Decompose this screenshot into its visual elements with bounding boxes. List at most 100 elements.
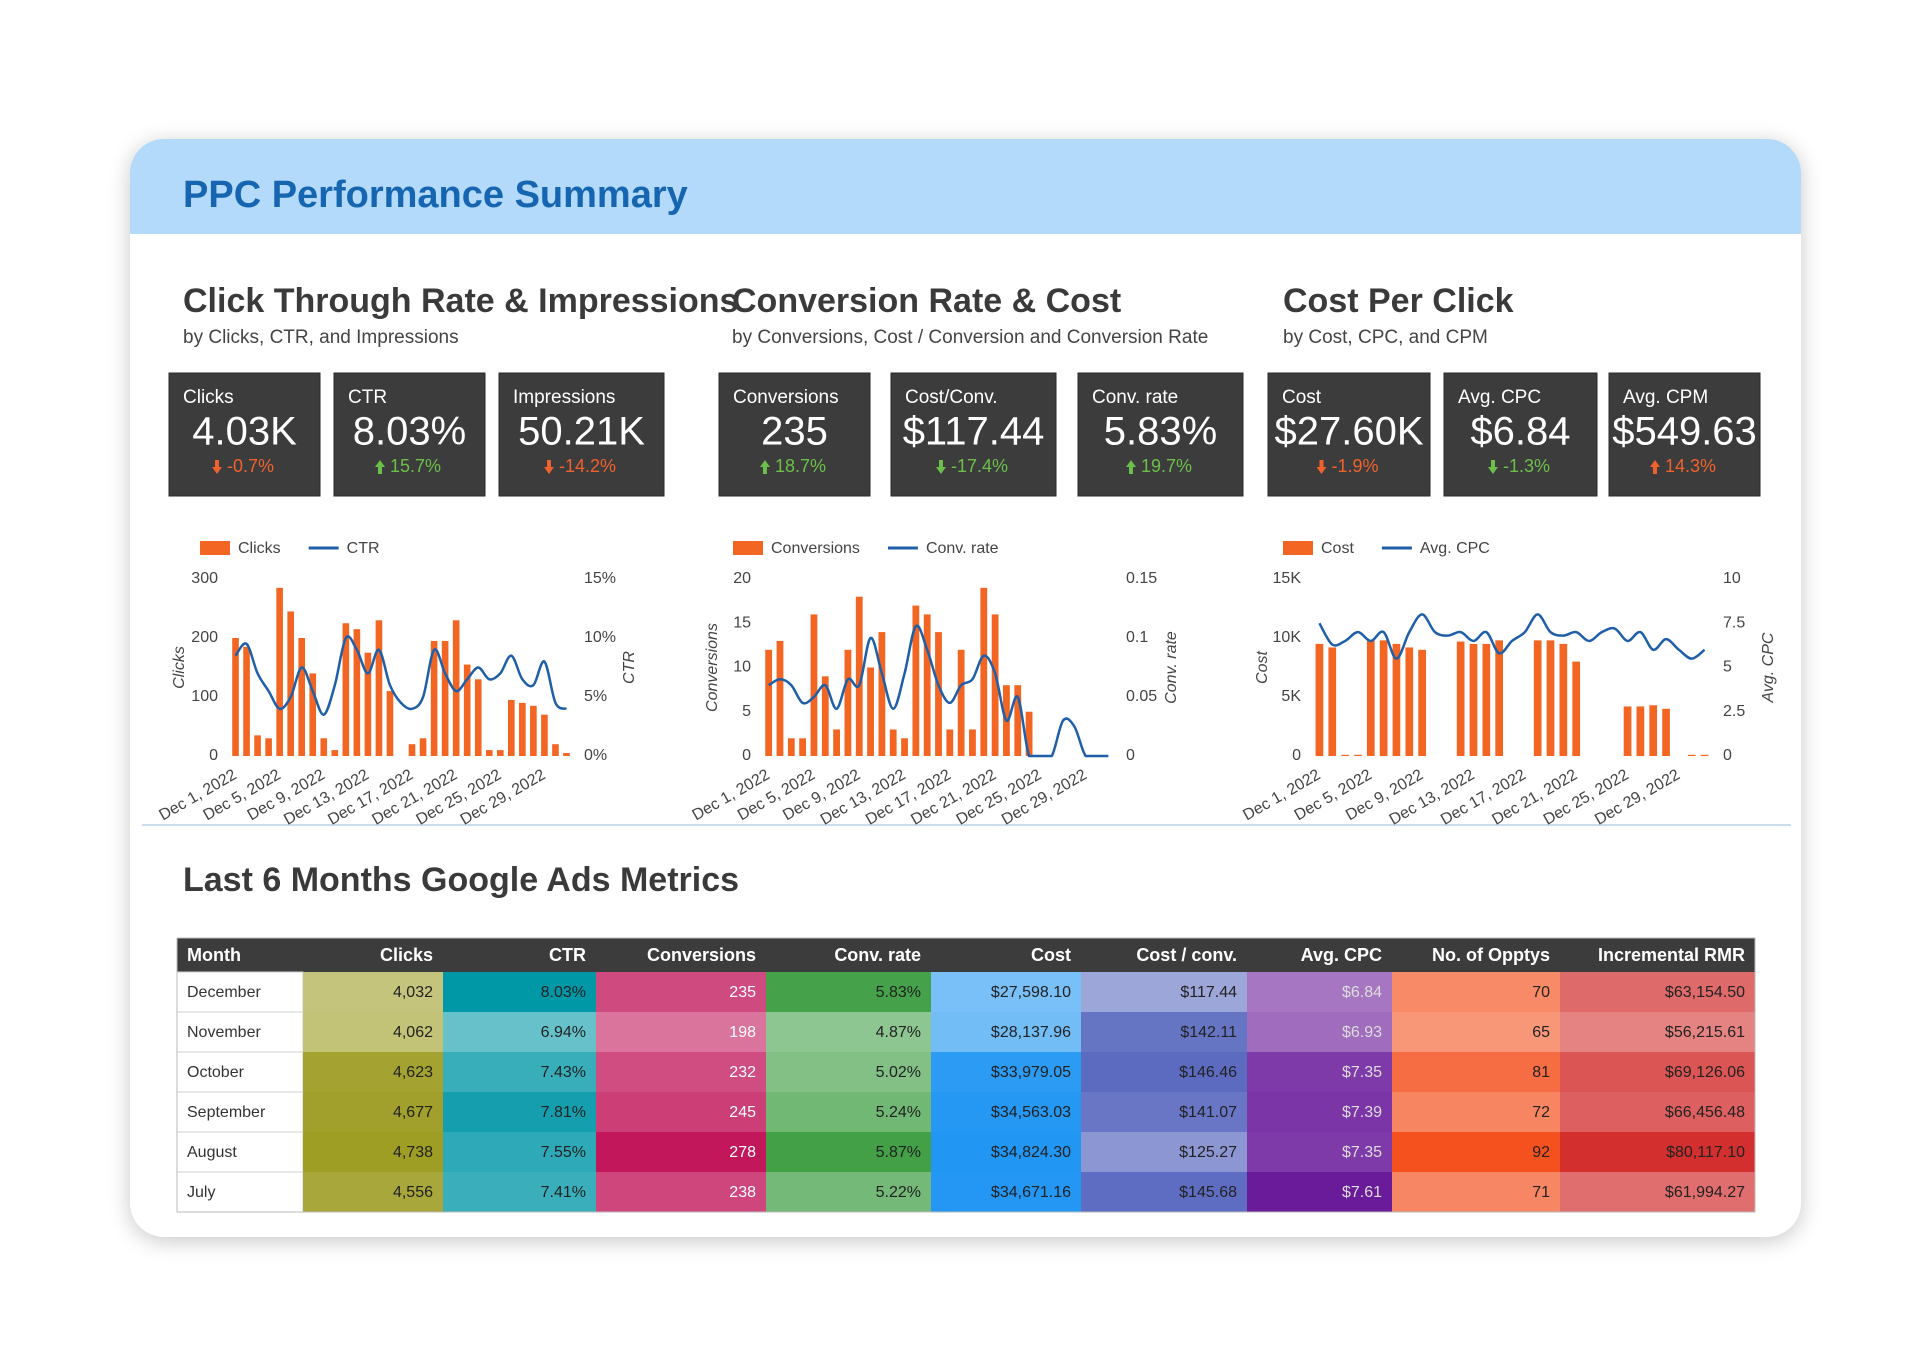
section-title: Cost Per Click xyxy=(1283,282,1514,320)
bar xyxy=(1456,641,1465,756)
column-header: No. of Opptys xyxy=(1432,945,1550,965)
scorecard-label: Clicks xyxy=(183,387,234,408)
cell-text: $7.35 xyxy=(1342,1144,1382,1161)
bar xyxy=(1315,643,1324,756)
column-header: Conversions xyxy=(647,945,756,965)
cell-text: $56,215.61 xyxy=(1665,1024,1745,1041)
table-cell xyxy=(1081,1132,1247,1172)
trend-arrow xyxy=(374,460,385,474)
table-cell xyxy=(443,1092,596,1132)
scorecard-label: Cost/Conv. xyxy=(905,387,998,408)
y2-tick-label: 7.5 xyxy=(1723,614,1745,631)
legend-label: Cost xyxy=(1321,540,1354,557)
table-cell xyxy=(596,972,766,1012)
y2-axis-label: Conv. rate xyxy=(1163,631,1180,704)
scorecard-delta: -14.2% xyxy=(559,456,616,476)
section-title: Conversion Rate & Cost xyxy=(732,282,1121,320)
cell-text: 198 xyxy=(729,1024,756,1041)
scorecard xyxy=(718,372,871,497)
scorecard-value: 50.21K xyxy=(518,410,645,454)
trend-arrow xyxy=(211,460,222,474)
cell-text: 70 xyxy=(1532,984,1550,1001)
y2-tick-label: 0.15 xyxy=(1126,570,1157,587)
cell-text: 72 xyxy=(1532,1104,1550,1121)
bar xyxy=(923,614,931,756)
bar xyxy=(375,620,383,756)
bar xyxy=(1482,643,1491,756)
table-cell xyxy=(1081,1092,1247,1132)
bar xyxy=(878,632,886,756)
cell-text: $146.46 xyxy=(1179,1064,1237,1081)
cell-text: 4,556 xyxy=(393,1184,433,1201)
bar xyxy=(946,729,954,756)
scorecard-delta: 18.7% xyxy=(775,456,826,476)
bar xyxy=(364,652,372,756)
cell-text: $34,824.30 xyxy=(991,1144,1071,1161)
y-tick-label: 0 xyxy=(742,747,751,764)
cell-text: 5.02% xyxy=(876,1064,921,1081)
scorecard-value: $27.60K xyxy=(1274,410,1423,454)
scorecard-delta: 19.7% xyxy=(1141,456,1192,476)
column-header: Clicks xyxy=(380,945,433,965)
table-cell xyxy=(1560,1052,1755,1092)
y-tick-label: 15K xyxy=(1273,570,1302,587)
column-header: CTR xyxy=(549,945,586,965)
page-title: PPC Performance Summary xyxy=(183,174,688,216)
table-cell xyxy=(1081,1172,1247,1212)
table-cell xyxy=(931,1132,1081,1172)
y2-tick-label: 0 xyxy=(1126,747,1135,764)
cell-text: 5.24% xyxy=(876,1104,921,1121)
table-cell xyxy=(1392,1012,1560,1052)
bar xyxy=(889,729,897,756)
trend-arrow xyxy=(1125,460,1136,474)
table-cell xyxy=(1247,1172,1392,1212)
legend-label: Clicks xyxy=(238,540,281,557)
cell-text: December xyxy=(187,984,261,1001)
cell-text: $34,671.16 xyxy=(991,1184,1071,1201)
cell-text: 238 xyxy=(729,1184,756,1201)
cell-text: $63,154.50 xyxy=(1665,984,1745,1001)
bar xyxy=(1649,705,1658,756)
table-cell xyxy=(443,1132,596,1172)
y2-axis-label: CTR xyxy=(621,651,638,684)
cell-text: $125.27 xyxy=(1179,1144,1237,1161)
table-cell xyxy=(1392,1052,1560,1092)
bar xyxy=(530,705,537,756)
scorecard-value: $6.84 xyxy=(1470,410,1570,454)
bar xyxy=(1636,706,1645,756)
trend-arrow xyxy=(1487,460,1498,474)
column-header: Month xyxy=(187,945,241,965)
table-cell xyxy=(1392,1132,1560,1172)
table-border xyxy=(176,937,1756,1213)
table-header xyxy=(177,938,1755,972)
header-band xyxy=(130,139,1801,234)
cell-text: 5.87% xyxy=(876,1144,921,1161)
y-tick-label: 5 xyxy=(742,703,751,720)
bar xyxy=(901,738,908,756)
cell-text: September xyxy=(187,1104,266,1121)
bar xyxy=(441,640,449,756)
bar xyxy=(265,738,272,756)
table-cell xyxy=(303,1172,443,1212)
bar xyxy=(799,738,807,756)
bar xyxy=(776,640,784,756)
bar xyxy=(1559,643,1568,756)
bar xyxy=(287,611,294,756)
cell-text: $61,994.27 xyxy=(1665,1184,1745,1201)
table-cell xyxy=(1560,1172,1755,1212)
section-subtitle: by Conversions, Cost / Conversion and Co… xyxy=(732,327,1208,348)
table-cell xyxy=(766,1052,931,1092)
scorecard-label: Avg. CPM xyxy=(1623,387,1708,408)
table-cell xyxy=(303,1052,443,1092)
y2-tick-label: 0.1 xyxy=(1126,629,1148,646)
cell-text: 8.03% xyxy=(541,984,586,1001)
line xyxy=(1318,613,1706,660)
bar xyxy=(353,629,361,756)
scorecard-value: $549.63 xyxy=(1612,410,1757,454)
bar xyxy=(1418,649,1426,756)
column-header: Incremental RMR xyxy=(1598,945,1745,965)
scorecard-label: Cost xyxy=(1282,387,1322,408)
y2-tick-label: 5 xyxy=(1723,659,1732,676)
table-cell xyxy=(1081,1052,1247,1092)
